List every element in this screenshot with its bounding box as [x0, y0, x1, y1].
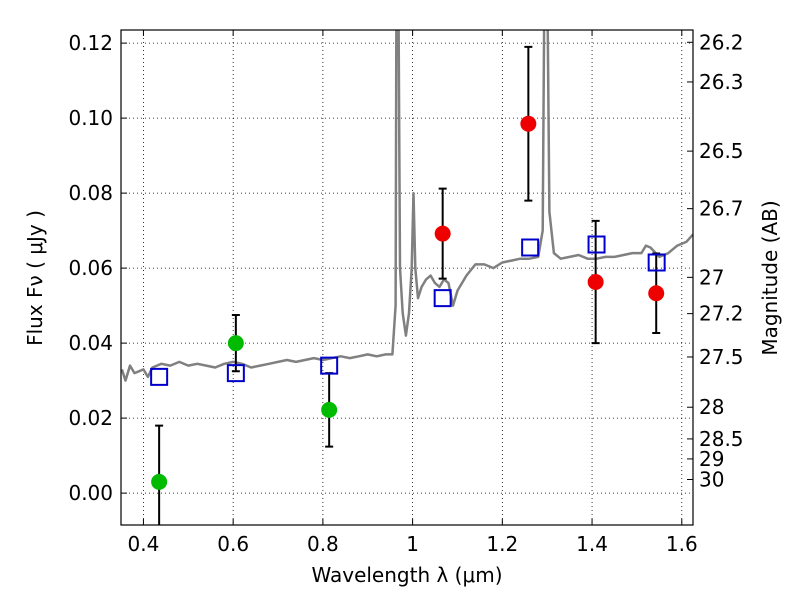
x-tick-label: 1.4	[576, 532, 608, 556]
model-point	[226, 364, 245, 383]
x-tick-label: 1	[406, 532, 419, 556]
model-point	[647, 253, 666, 272]
right-tick-label: 28	[699, 395, 724, 419]
y-tick-label: 0.02	[68, 406, 113, 430]
data-point	[151, 473, 168, 490]
y-axis-ticks: 0.00 0.02 0.04 0.06 0.08 0.10 0.12	[68, 31, 127, 505]
x-axis-ticks: 0.4 0.6 0.8 1 1.2 1.4 1.6	[128, 30, 698, 556]
x-tick-label: 0.6	[217, 532, 249, 556]
data-markers	[150, 115, 666, 490]
y-tick-label: 0.00	[68, 481, 113, 505]
x-tick-label: 0.4	[128, 532, 160, 556]
spectrum-line	[121, 30, 693, 382]
y-tick-label: 0.08	[68, 181, 113, 205]
data-point	[520, 115, 537, 132]
model-point	[150, 367, 169, 386]
model-point	[521, 238, 540, 257]
data-point	[434, 225, 451, 242]
model-point	[320, 356, 339, 375]
data-point	[648, 285, 665, 302]
data-point	[321, 401, 338, 418]
right-tick-label: 27.2	[699, 302, 744, 326]
data-point	[227, 335, 244, 352]
right-axis-label: Magnitude (AB)	[758, 200, 782, 355]
model-point	[433, 289, 452, 308]
y-tick-label: 0.04	[68, 331, 113, 355]
right-tick-label: 26.2	[699, 30, 744, 54]
y-axis-label: Flux Fν ( μJy )	[23, 210, 47, 346]
right-tick-label: 26.5	[699, 139, 744, 163]
x-tick-label: 1.6	[666, 532, 698, 556]
y-tick-label: 0.10	[68, 106, 113, 130]
x-tick-label: 1.2	[486, 532, 518, 556]
model-spectrum	[121, 30, 693, 382]
right-tick-label: 26.3	[699, 70, 744, 94]
right-tick-label: 27	[699, 265, 724, 289]
right-tick-label: 30	[699, 468, 724, 492]
right-tick-label: 29	[699, 447, 724, 471]
data-point	[587, 274, 604, 290]
right-tick-label: 26.7	[699, 197, 744, 221]
y-tick-label: 0.12	[68, 31, 113, 55]
x-tick-label: 0.8	[307, 532, 339, 556]
plot-area	[121, 30, 693, 525]
right-tick-label: 27.5	[699, 345, 744, 369]
right-tick-label: 28.5	[699, 427, 744, 451]
model-point	[587, 235, 606, 254]
x-axis-label: Wavelength λ (μm)	[311, 563, 502, 587]
y-tick-label: 0.06	[68, 256, 113, 280]
